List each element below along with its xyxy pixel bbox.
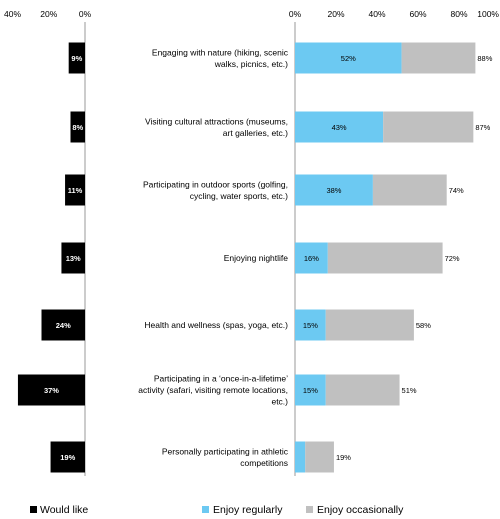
would-like-label: 24%: [56, 321, 71, 330]
enjoy-regularly-bar: [295, 441, 306, 473]
category-label: Health and wellness (spas, yoga, etc.): [144, 320, 288, 330]
category-label: etc.): [271, 397, 288, 407]
enjoy-occasionally-bar: [325, 374, 400, 406]
right-tick-label: 20%: [327, 9, 344, 19]
category-label: Enjoying nightlife: [224, 253, 289, 263]
would-like-bar: [17, 374, 85, 406]
left-tick-label: 40%: [4, 9, 21, 19]
enjoy-regularly-label: 16%: [304, 254, 319, 263]
right-tick-label: 80%: [450, 9, 467, 19]
right-tick-label: 60%: [409, 9, 426, 19]
category-label: activity (safari, visiting remote locati…: [138, 385, 288, 395]
enjoy-occasionally-bar: [305, 441, 334, 473]
enjoy-occasionally-bar: [325, 309, 414, 341]
category-label: cycling, water sports, etc.): [190, 191, 288, 201]
would-like-label: 13%: [66, 254, 81, 263]
enjoy-occasionally-bar: [372, 174, 447, 206]
legend-label: Enjoy occasionally: [317, 504, 404, 516]
enjoy-occasionally-bar: [327, 242, 443, 274]
would-like-bar: [65, 174, 85, 206]
would-like-label: 11%: [68, 186, 83, 195]
would-like-label: 37%: [44, 386, 59, 395]
category-label: art galleries, etc.): [223, 128, 288, 138]
enjoy-regularly-bar: [295, 174, 373, 206]
total-label: 87%: [475, 123, 490, 132]
right-tick-label: 100%: [477, 9, 499, 19]
would-like-bar: [70, 111, 85, 143]
left-tick-label: 20%: [40, 9, 57, 19]
total-label: 72%: [445, 254, 460, 263]
would-like-bar: [50, 441, 85, 473]
enjoy-regularly-bar: [295, 309, 326, 341]
left-tick-label: 0%: [79, 9, 92, 19]
enjoy-occasionally-bar: [401, 42, 476, 74]
would-like-label: 19%: [60, 453, 75, 462]
total-label: 88%: [477, 54, 492, 63]
enjoy-regularly-bar: [295, 42, 402, 74]
category-label: Participating in outdoor sports (golfing…: [143, 179, 288, 189]
legend-swatch: [202, 506, 209, 513]
total-label: 19%: [336, 453, 351, 462]
right-tick-label: 0%: [289, 9, 302, 19]
total-label: 51%: [402, 386, 417, 395]
enjoy-occasionally-bar: [383, 111, 474, 143]
would-like-bar: [68, 42, 85, 74]
enjoy-regularly-label: 38%: [326, 186, 341, 195]
category-label: Personally participating in athletic: [162, 446, 289, 456]
enjoy-regularly-bar: [295, 374, 326, 406]
legend-label: Enjoy regularly: [213, 504, 283, 516]
category-label: Engaging with nature (hiking, scenic: [152, 47, 289, 57]
category-label: Participating in a ‘once-in-a-lifetime’: [154, 374, 288, 384]
total-label: 74%: [449, 186, 464, 195]
legend-label: Would like: [40, 504, 88, 516]
enjoy-regularly-label: 15%: [303, 386, 318, 395]
category-label: walks, picnics, etc.): [214, 59, 288, 69]
enjoy-regularly-label: 15%: [303, 321, 318, 330]
enjoy-regularly-bar: [295, 111, 384, 143]
would-like-bar: [41, 309, 85, 341]
would-like-bar: [61, 242, 85, 274]
right-tick-label: 40%: [368, 9, 385, 19]
enjoy-regularly-label: 52%: [341, 54, 356, 63]
total-label: 58%: [416, 321, 431, 330]
enjoy-regularly-label: 43%: [332, 123, 347, 132]
would-like-label: 8%: [72, 123, 83, 132]
legend-swatch: [30, 506, 37, 513]
enjoy-regularly-bar: [295, 242, 328, 274]
legend-swatch: [306, 506, 313, 513]
category-label: Visiting cultural attractions (museums,: [145, 116, 288, 126]
would-like-label: 9%: [71, 54, 82, 63]
category-label: competitions: [240, 458, 288, 468]
